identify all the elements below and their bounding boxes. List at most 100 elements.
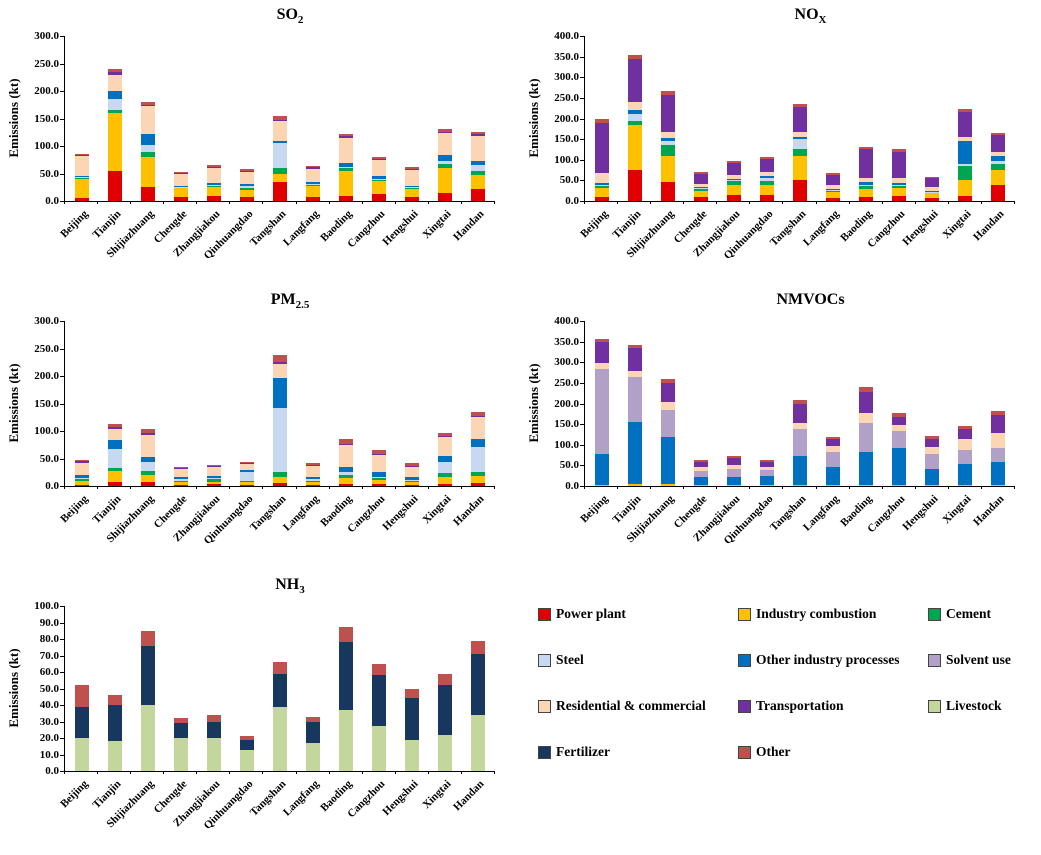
bar-segment-power [74,198,89,201]
livestock-swatch-icon [928,699,941,713]
bar-segment-cement [74,478,89,481]
bar-segment-power [594,196,609,201]
bar-segment-power [826,197,841,201]
bar-segment-steel [339,166,354,168]
x-tick-mark [196,771,198,774]
bar-segment-power [273,482,287,486]
bar-segment-power [991,184,1006,201]
bar-segment-other_industry [759,476,774,486]
bar-segment-other [594,339,609,343]
chart-so2: SO2 Emissions (kt) 0.0 50.0 100.0 150.0 200.… [0,0,520,285]
bar-segment-industry_combustion [660,155,675,183]
bar-segment-transportation [793,404,807,423]
bar-segment-cement [793,149,807,156]
bar-segment-other_industry [74,175,89,178]
y-tick-mark [580,444,585,446]
bar-segment-residential [438,133,453,156]
y-tick-mark [60,639,65,640]
bar-segment-industry_combustion [726,184,741,195]
bar-segment-transportation [339,443,354,445]
bar-segment-transportation [107,71,122,75]
bar-segment-solvent [726,468,741,477]
bar-segment-power [206,484,221,486]
bar-segment-transportation [594,123,609,173]
legend-label: Fertilizer [556,744,610,759]
x-tick-mark [650,201,652,204]
bar-segment-transportation [140,104,155,107]
y-tick-label: 300.0 [554,356,579,369]
bar-segment-solvent [991,447,1006,463]
bar-segment-residential [372,159,387,177]
x-tick-mark [749,486,751,489]
bar-segment-power [759,194,774,201]
bar-segment-other [438,432,453,436]
bar-segment-steel [339,472,354,475]
bar-segment-residential [892,178,907,184]
bar-segment-solvent [660,410,675,437]
bar-segment-transportation [471,134,486,137]
bar-segment-other_industry [726,179,741,181]
bar-segment-residential [471,416,486,439]
bar-segment-transportation [826,174,841,185]
bar-segment-transportation [859,148,874,178]
bar-segment-fertilizer [107,705,122,742]
bar-segment-cement [339,475,354,478]
bar-segment-residential [140,106,155,134]
bar-segment-other [273,662,287,674]
bar-segment-other_industry [693,476,708,486]
x-tick-mark [328,201,330,204]
y-tick-mark [60,688,65,690]
bar-segment-residential [594,363,609,370]
bar-segment-other_industry [405,185,420,188]
bar-segment-transportation [74,155,89,157]
y-tick-label: 50.0 [39,167,59,180]
bar-segment-other_industry [892,183,907,186]
bar-segment-other_industry [594,182,609,185]
bar-segment-other [958,425,973,430]
bar-segment-other [471,640,486,654]
bar-segment-other [239,462,254,464]
x-tick-mark [716,486,718,489]
bar-segment-power [173,484,188,486]
bar-segment-cement [339,168,354,171]
bar-segment-fertilizer [206,721,221,738]
bar-segment-power [627,170,642,201]
bar-segment-other_industry [793,455,807,485]
legend-label: Other [756,744,791,759]
bar-segment-steel [140,144,155,152]
bar-segment-other [173,171,188,173]
x-tick-mark [196,201,198,204]
bar-segment-other [339,133,354,137]
legend-item-solvent-use: Solvent use [928,652,1041,668]
bar-segment-solvent [925,454,940,469]
bar-segment-other [859,387,874,392]
bar-segment-residential [793,132,807,138]
bar-segment-other [793,400,807,405]
x-tick-mark [163,486,165,489]
bar-segment-steel [206,185,221,186]
y-tick-label: 200.0 [34,85,59,97]
bar-segment-industry_combustion [991,484,1006,486]
x-tick-mark [848,486,850,489]
bar-segment-other [74,685,89,707]
bar-segment-fertilizer [372,675,387,727]
bar-segment-cement [892,185,907,188]
industry-combustion-swatch-icon [738,607,751,621]
bar-segment-other_industry [140,456,155,463]
bar-segment-other_industry [107,91,122,100]
x-tick-mark [494,771,495,774]
bar-segment-transportation [405,465,420,467]
y-tick-mark [60,486,65,487]
bar-segment-industry_combustion [239,482,254,485]
bar-segment-power [273,181,287,201]
legend-label: Residential & commercial [556,698,706,713]
bar-segment-steel [471,446,486,472]
bar-segment-residential [859,177,874,183]
bar-segment-steel [372,179,387,180]
bar-segment-residential [339,137,354,163]
y-tick-label: 100.0 [34,140,59,152]
bar-segment-residential [627,102,642,111]
bar-segment-livestock [438,734,453,771]
bar-segment-other_industry [273,378,287,409]
bar-segment-residential [958,439,973,450]
